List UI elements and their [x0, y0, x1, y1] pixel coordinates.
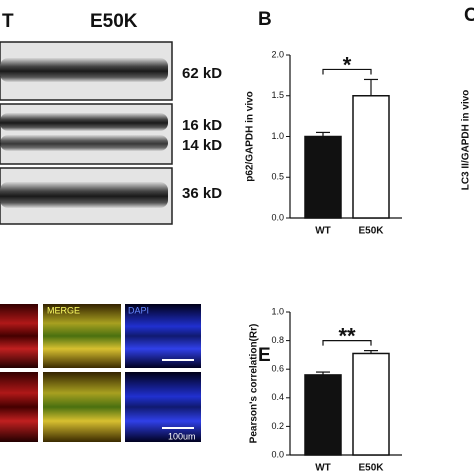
significance-bracket: [322, 340, 372, 346]
y-tick-label: 0.5: [271, 172, 284, 182]
scale-label: 100um: [168, 431, 196, 441]
channel-label: DAPI: [128, 305, 149, 315]
significance: *: [343, 52, 352, 77]
bar: [304, 135, 342, 219]
y-tick-label: 2.0: [271, 49, 284, 59]
x-tick-label: E50K: [358, 463, 384, 474]
blot: [0, 41, 173, 225]
bar: [304, 374, 342, 456]
y-tick-label: 1.5: [271, 90, 284, 100]
panel-letter: E: [258, 345, 271, 366]
x-tick-label: WT: [315, 463, 331, 474]
micrographs: [0, 304, 201, 442]
y-axis-label: Pearson's correlation(Rr): [249, 324, 260, 444]
y-tick-label: 0.0: [271, 212, 284, 222]
significance: **: [338, 323, 356, 348]
y-tick-label: 0.8: [271, 335, 284, 345]
channel-label: MERGE: [47, 305, 80, 315]
y-axis-label: LC3 II/GAPDH in vivo: [461, 90, 472, 191]
significance-bracket: [322, 68, 372, 75]
lane-label: E50K: [90, 11, 138, 32]
marker-label: 14 kD: [182, 137, 222, 154]
bar: [352, 95, 390, 219]
y-tick-label: 1.0: [271, 131, 284, 141]
panel-letter: C: [464, 5, 474, 26]
panel-letter: B: [258, 9, 272, 30]
y-tick-label: 0.6: [271, 364, 284, 374]
y-tick-label: 1.0: [271, 306, 284, 316]
y-tick-label: 0.2: [271, 421, 284, 431]
x-tick-label: E50K: [358, 226, 384, 237]
marker-label: 62 kD: [182, 65, 222, 82]
y-tick-label: 0.4: [271, 392, 284, 402]
y-tick-label: 0.0: [271, 449, 284, 459]
bar: [352, 352, 390, 456]
lane-label: T: [2, 11, 14, 32]
x-tick-label: WT: [315, 226, 331, 237]
marker-label: 16 kD: [182, 117, 222, 134]
y-axis-label: p62/GAPDH in vivo: [245, 91, 256, 182]
marker-label: 36 kD: [182, 185, 222, 202]
